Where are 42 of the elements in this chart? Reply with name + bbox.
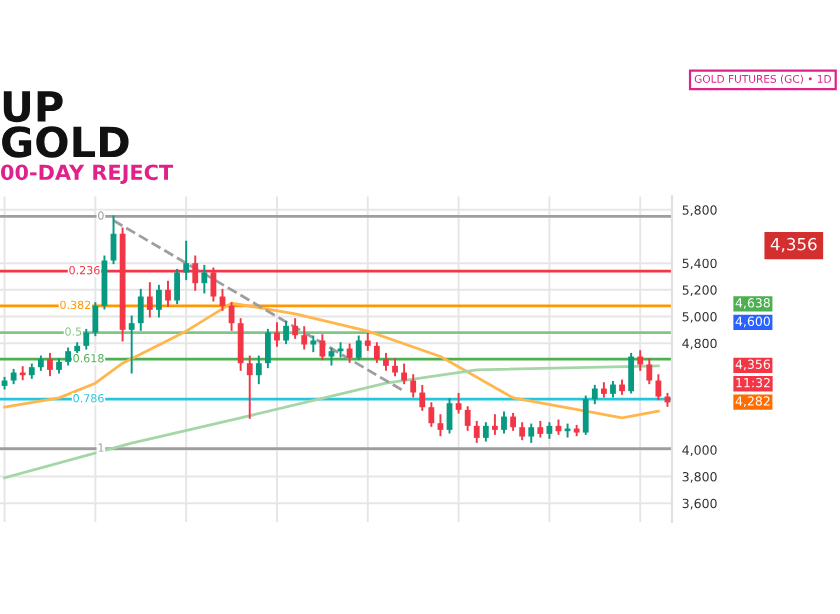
- candlestick: [646, 358, 653, 385]
- candlestick: [355, 335, 362, 361]
- candlestick: [183, 240, 190, 281]
- candlestick: [464, 406, 471, 431]
- candlestick: [292, 318, 299, 339]
- candlestick: [264, 328, 271, 369]
- candlestick: [137, 288, 144, 331]
- candlestick: [419, 384, 426, 411]
- candlestick: [373, 342, 380, 363]
- candlestick: [165, 280, 171, 307]
- candlestick: [283, 320, 289, 345]
- text: 4,356: [770, 237, 817, 253]
- candlestick: [237, 318, 244, 371]
- candlestick: [255, 355, 262, 385]
- candlestick: [410, 374, 417, 398]
- candlestick: [428, 402, 435, 427]
- candlestick: [246, 355, 253, 419]
- candlestick: [128, 315, 135, 374]
- candlestick: [655, 374, 662, 401]
- candlestick: [473, 420, 480, 443]
- candlestick: [92, 302, 99, 337]
- candlestick: [628, 352, 635, 394]
- line-series: [3, 364, 660, 480]
- chart-subtitle: 00-DAY REJECT: [1, 164, 174, 185]
- candlestick: [301, 326, 308, 350]
- candlestick: [47, 352, 53, 377]
- candlestick: [174, 268, 180, 305]
- line-series: [3, 301, 660, 420]
- candlestick: [437, 414, 444, 437]
- candlestick: [637, 350, 644, 371]
- candlestick: [319, 334, 326, 361]
- candlestick: [274, 322, 280, 347]
- candlestick: [501, 411, 507, 434]
- chart-title: UP GOLD: [2, 91, 129, 158]
- candlestick: [455, 392, 462, 414]
- candlestick: [582, 395, 589, 435]
- candlestick: [201, 264, 208, 294]
- candlestick: [401, 363, 408, 385]
- candlestick: [492, 414, 498, 435]
- candlestick: [83, 328, 90, 350]
- candlestick: [146, 282, 153, 318]
- candlestick: [156, 284, 162, 318]
